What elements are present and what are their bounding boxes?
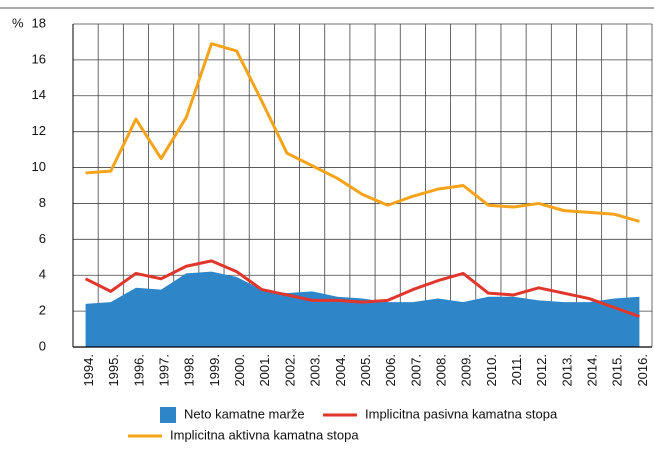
area [85, 271, 640, 347]
y-tick-label: 2 [39, 303, 46, 318]
y-tick-label: 4 [39, 267, 46, 282]
legend-swatch [160, 407, 176, 423]
x-tick-label: 1999. [207, 354, 222, 387]
y-tick-label: 12 [32, 123, 46, 138]
x-tick-label: 2015. [610, 354, 625, 387]
y-tick-label: 6 [39, 231, 46, 246]
unit-label: % [12, 15, 24, 30]
y-tick-label: 0 [39, 338, 46, 353]
x-tick-label: 2007. [408, 354, 423, 387]
line [85, 42, 640, 223]
line [84, 259, 640, 318]
y-tick-label: 18 [32, 15, 46, 30]
legend-label: Neto kamatne marže [184, 406, 305, 421]
x-tick-label: 2001. [257, 354, 272, 387]
x-tick-label: 1996. [131, 354, 146, 387]
x-tick-label: 2011. [509, 354, 524, 386]
x-tick-label: 2009. [459, 354, 474, 387]
x-tick-label: 2000. [232, 354, 247, 387]
y-tick-label: 14 [32, 87, 46, 102]
x-tick-label: 2006. [383, 354, 398, 387]
x-tick-label: 2016. [635, 354, 650, 387]
x-tick-label: 2012. [534, 354, 549, 387]
legend-label: Implicitna aktivna kamatna stopa [170, 427, 359, 442]
x-tick-label: 1995. [106, 354, 121, 387]
y-tick-label: 10 [32, 159, 46, 174]
y-tick-label: 8 [39, 195, 46, 210]
x-tick-label: 1994. [81, 354, 96, 387]
y-tick-label: 16 [32, 51, 46, 66]
x-tick-label: 1997. [157, 354, 172, 387]
x-tick-label: 2010. [484, 354, 499, 387]
x-tick-label: 2013. [559, 354, 574, 387]
x-tick-label: 2005. [358, 354, 373, 387]
x-tick-label: 1998. [182, 354, 197, 387]
x-tick-label: 2003. [308, 354, 323, 387]
x-tick-label: 2004. [333, 354, 348, 387]
x-tick-label: 2002. [282, 354, 297, 387]
x-tick-label: 2008. [433, 354, 448, 387]
x-tick-label: 2014. [585, 354, 600, 387]
legend-label: Implicitna pasivna kamatna stopa [365, 406, 558, 421]
